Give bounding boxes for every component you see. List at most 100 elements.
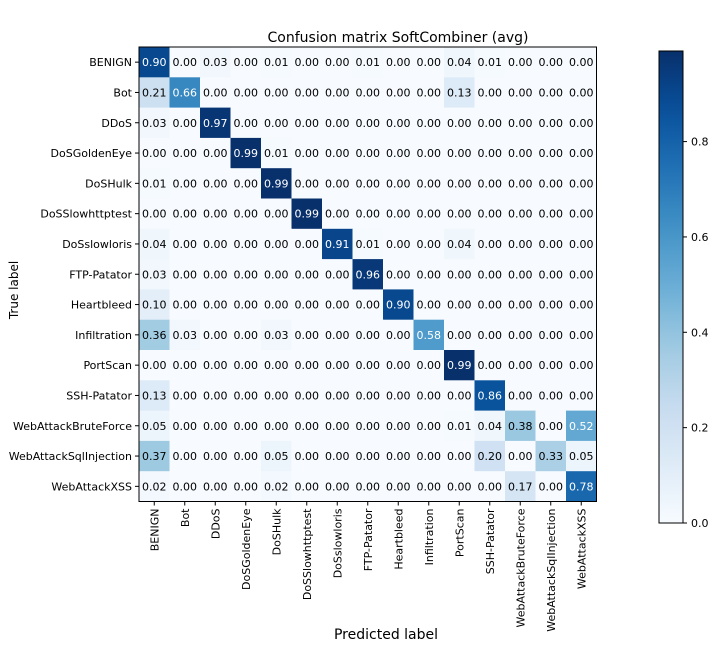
heatmap-cell: [352, 289, 384, 321]
cell-value-label: 0.10: [142, 299, 167, 312]
cell-value-label: 0.00: [203, 480, 228, 493]
cell-value-label: 0.00: [417, 208, 442, 221]
heatmap-cell: [322, 107, 353, 139]
heatmap-cell: [352, 107, 384, 139]
heatmap-cell: [566, 380, 597, 412]
cell-value-label: 0.00: [264, 268, 289, 281]
x-axis-label: Predicted label: [334, 627, 438, 643]
heatmap-cell: [505, 471, 536, 502]
heatmap-cell: [261, 289, 292, 321]
heatmap-cell: [474, 471, 506, 502]
cell-value-label: 0.00: [539, 117, 564, 130]
cell-value-label: 0.99: [447, 359, 472, 372]
y-axis-label: True label: [7, 261, 21, 320]
y-tick-label: WebAttackBruteForce: [13, 420, 132, 433]
heatmap-cell: [139, 198, 170, 230]
cell-value-label: 0.00: [325, 420, 350, 433]
cell-value-label: 0.00: [325, 117, 350, 130]
cell-value-label: 0.00: [417, 177, 442, 190]
cell-value-label: 0.00: [356, 86, 381, 99]
heatmap-cell: [413, 137, 445, 169]
cell-value-label: 0.17: [508, 480, 533, 493]
cell-value-label: 0.00: [417, 117, 442, 130]
cell-value-label: 0.00: [447, 389, 472, 402]
heatmap-cell: [566, 440, 597, 472]
x-tick-label: DoSslowloris: [331, 508, 344, 578]
heatmap-cell: [139, 77, 170, 109]
cell-value-label: 0.00: [447, 177, 472, 190]
heatmap-cell: [444, 107, 475, 139]
heatmap-cell: [444, 198, 475, 230]
heatmap-cell: [505, 350, 536, 381]
cell-value-label: 0.00: [295, 147, 320, 160]
heatmap-cell: [291, 440, 323, 472]
cell-value-label: 0.00: [234, 238, 259, 251]
heatmap-cell: [535, 137, 567, 169]
colorbar-tick-label: 0.6: [691, 231, 709, 244]
cell-value-label: 0.00: [264, 117, 289, 130]
heatmap-cell: [139, 319, 170, 351]
heatmap-cell: [230, 440, 262, 472]
heatmap-cell: [383, 259, 414, 290]
cell-value-label: 0.00: [295, 86, 320, 99]
cell-value-label: 0.04: [447, 238, 472, 251]
cell-value-label: 0.00: [539, 480, 564, 493]
cell-value-label: 0.00: [478, 359, 503, 372]
heatmap-cell: [505, 137, 536, 169]
cell-value-label: 0.00: [203, 420, 228, 433]
cell-value-label: 0.00: [264, 359, 289, 372]
heatmap-cell: [383, 350, 414, 381]
cell-value-label: 0.00: [478, 177, 503, 190]
heatmap-cell: [383, 410, 414, 442]
cell-value-label: 0.33: [539, 450, 564, 463]
heatmap-cell: [139, 471, 170, 502]
heatmap-cell: [139, 440, 170, 472]
heatmap-cell: [200, 137, 231, 169]
cell-value-label: 0.00: [539, 359, 564, 372]
heatmap-cell: [261, 198, 292, 230]
heatmap-cell: [322, 228, 353, 260]
heatmap-cell: [200, 319, 231, 351]
cell-value-label: 0.00: [569, 238, 594, 251]
cell-value-label: 0.00: [295, 238, 320, 251]
heatmap-cell: [444, 471, 475, 502]
heatmap-cell: [169, 107, 201, 139]
heatmap-cell: [444, 137, 475, 169]
cell-value-label: 0.20: [478, 450, 503, 463]
heatmap-cell: [169, 289, 201, 321]
heatmap-cell: [230, 198, 262, 230]
cell-value-label: 0.96: [356, 268, 381, 281]
heatmap-cell: [535, 77, 567, 109]
heatmap-cell: [200, 440, 231, 472]
cell-value-label: 0.00: [203, 450, 228, 463]
heatmap-cell: [444, 350, 475, 381]
cell-value-label: 0.00: [142, 359, 167, 372]
heatmap-cell: [474, 440, 506, 472]
heatmap-cell: [413, 168, 445, 199]
cell-value-label: 0.00: [569, 56, 594, 69]
cell-value-label: 0.00: [508, 208, 533, 221]
cell-value-label: 0.00: [539, 147, 564, 160]
colorbar-tick-label: 0.2: [691, 422, 709, 435]
cell-value-label: 0.00: [539, 420, 564, 433]
cell-value-label: 0.00: [203, 268, 228, 281]
cell-value-label: 0.00: [234, 117, 259, 130]
cell-value-label: 0.00: [173, 147, 198, 160]
heatmap-cell: [169, 410, 201, 442]
heatmap-cell: [474, 289, 506, 321]
cell-value-label: 0.52: [569, 420, 594, 433]
heatmap-cell: [566, 410, 597, 442]
cell-value-label: 0.97: [203, 117, 228, 130]
cell-value-label: 0.00: [508, 268, 533, 281]
cell-value-label: 0.00: [325, 208, 350, 221]
heatmap-cell: [505, 440, 536, 472]
cell-value-label: 0.00: [386, 147, 411, 160]
cell-value-label: 0.00: [234, 389, 259, 402]
y-tick-label: BENIGN: [89, 56, 132, 69]
cell-value-label: 0.05: [569, 450, 594, 463]
cell-value-label: 0.00: [569, 329, 594, 342]
heatmap-cell: [261, 107, 292, 139]
cell-value-label: 0.99: [264, 177, 289, 190]
heatmap-cell: [413, 440, 445, 472]
y-tick-label: PortScan: [83, 359, 132, 372]
